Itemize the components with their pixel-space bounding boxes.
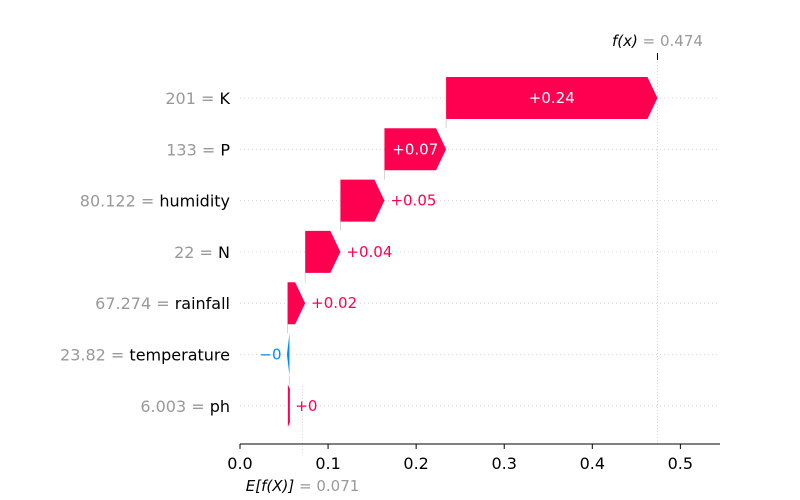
feature-name: N (218, 243, 230, 262)
bar-ph (287, 384, 290, 427)
bar-label-ph: +0 (295, 397, 317, 415)
output-value-text: = 0.474 (638, 32, 703, 50)
x-tick-label: 0.5 (668, 454, 693, 473)
feature-value: 133 (166, 140, 197, 159)
feature-value: 201 (165, 89, 196, 108)
feature-label-humidity: 80.122 = humidity (80, 192, 230, 211)
feature-value: 23.82 (60, 346, 106, 365)
feature-equals: = (186, 397, 210, 416)
base-value-text: = 0.071 (294, 477, 359, 495)
feature-equals: = (196, 89, 220, 108)
feature-value: 67.274 (95, 294, 151, 313)
bar-label-temperature: −0 (259, 346, 281, 364)
feature-equals: = (106, 346, 130, 365)
feature-name: ph (210, 397, 230, 416)
bar-label-P: +0.07 (392, 140, 438, 158)
x-tick-label: 0.1 (315, 454, 340, 473)
bar-N (305, 230, 341, 273)
base-value-label: E[f(X)] = 0.071 (246, 477, 360, 495)
output-label: f(x) (612, 32, 638, 50)
x-tick-label: 0.3 (491, 454, 516, 473)
bar-label-rainfall: +0.02 (311, 294, 357, 312)
bar-K (446, 77, 658, 119)
bar-label-N: +0.04 (346, 243, 392, 261)
feature-name: P (220, 140, 230, 159)
feature-name: K (220, 89, 231, 108)
feature-label-ph: 6.003 = ph (140, 397, 230, 416)
feature-equals: = (194, 243, 218, 262)
feature-name: humidity (159, 192, 230, 211)
x-tick-label: 0.4 (580, 454, 605, 473)
output-value-label: f(x) = 0.474 (612, 32, 703, 50)
feature-name: temperature (129, 346, 230, 365)
x-tick-label: 0.2 (403, 454, 428, 473)
bar-humidity (340, 179, 385, 222)
feature-label-P: 133 = P (166, 140, 230, 159)
x-tick-label: 0.0 (227, 454, 252, 473)
bar-label-K: +0.24 (529, 89, 575, 107)
feature-value: 80.122 (80, 192, 136, 211)
feature-equals: = (136, 192, 160, 211)
feature-label-rainfall: 67.274 = rainfall (95, 294, 230, 313)
feature-value: 6.003 (140, 397, 186, 416)
feature-label-N: 22 = N (174, 243, 230, 262)
bar-temperature (286, 333, 290, 376)
base-label: E[f(X)] (246, 477, 295, 495)
feature-label-K: 201 = K (165, 89, 230, 108)
feature-name: rainfall (175, 294, 230, 313)
bar-rainfall (287, 282, 306, 325)
bar-P (384, 128, 447, 171)
bar-label-humidity: +0.05 (390, 192, 436, 210)
feature-value: 22 (174, 243, 194, 262)
feature-equals: = (151, 294, 175, 313)
feature-label-temperature: 23.82 = temperature (60, 346, 230, 365)
feature-equals: = (197, 140, 221, 159)
